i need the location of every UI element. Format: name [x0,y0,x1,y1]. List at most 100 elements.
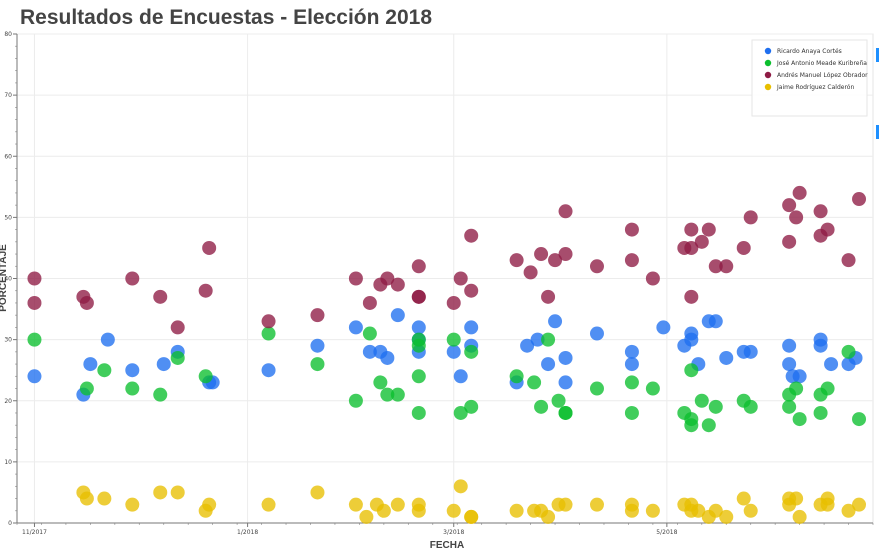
data-point [694,393,709,408]
data-point [792,185,807,200]
data-point [27,332,42,347]
data-point [464,283,479,298]
y-tick-label: 70 [4,92,12,99]
data-point [373,375,388,390]
data-point [453,479,468,494]
data-point [813,204,828,219]
data-point [390,497,405,512]
data-point [792,369,807,384]
legend-label: Ricardo Anaya Cortés [777,48,842,55]
data-point [589,381,604,396]
data-point [624,497,639,512]
data-point [624,222,639,237]
data-point [359,509,374,524]
data-point [684,222,699,237]
data-point [170,350,185,365]
data-point [261,497,276,512]
data-point [820,497,835,512]
y-tick-label: 40 [4,276,12,283]
y-tick-label: 20 [4,398,12,405]
data-point [548,314,563,329]
data-point [691,503,706,518]
data-point [100,332,115,347]
data-point [125,271,140,286]
data-point [411,259,426,274]
data-point [390,308,405,323]
data-point [684,418,699,433]
data-point [558,375,573,390]
data-point [446,295,461,310]
legend-marker [764,59,772,67]
data-point [813,405,828,420]
y-tick-label: 60 [4,153,12,160]
data-point [348,393,363,408]
data-point [852,192,867,207]
data-point [743,503,758,518]
legend-marker [764,71,772,79]
data-point [782,198,797,213]
data-point [310,338,325,353]
data-point [558,497,573,512]
data-point [645,271,660,286]
data-point [261,314,276,329]
data-point [589,326,604,341]
data-point [446,344,461,359]
data-point [170,320,185,335]
chart-title: Resultados de Encuestas - Elección 2018 [20,6,433,29]
x-tick-label: 11/2017 [22,529,47,536]
data-point [789,210,804,225]
data-point [841,503,856,518]
y-tick-label: 80 [4,31,12,38]
data-point [719,509,734,524]
data-point [684,240,699,255]
data-point [380,350,395,365]
data-point [453,271,468,286]
data-points [27,185,867,524]
data-point [509,253,524,268]
data-point [708,314,723,329]
data-point [153,289,168,304]
y-tick-label: 10 [4,459,12,466]
x-tick-label: 1/2018 [237,529,258,536]
x-axis-title: FECHA [430,540,464,551]
data-point [156,357,171,372]
data-point [719,350,734,365]
data-point [541,332,556,347]
legend-label: José Antonio Meade Kuribreña [776,60,867,67]
data-point [534,247,549,262]
scrollbar-marker-top [876,48,879,62]
data-point [624,375,639,390]
data-point [97,363,112,378]
data-point [125,363,140,378]
data-point [645,503,660,518]
data-point [446,332,461,347]
data-point [509,503,524,518]
data-point [390,277,405,292]
grid-lines [16,33,874,524]
data-point [362,344,377,359]
data-point [782,357,797,372]
data-point [509,369,524,384]
data-point [411,369,426,384]
data-point [541,289,556,304]
data-point [782,234,797,249]
data-point [310,357,325,372]
data-point [198,369,213,384]
data-point [841,344,856,359]
y-tick-label: 50 [4,214,12,221]
data-point [541,509,556,524]
data-point [684,363,699,378]
data-point [411,497,426,512]
data-point [708,399,723,414]
x-tick-label: 5/2018 [656,529,677,536]
data-point [464,344,479,359]
data-point [411,338,426,353]
data-point [27,295,42,310]
data-point [523,265,538,280]
data-point [534,399,549,414]
data-point [153,387,168,402]
x-tick-label: 3/2018 [443,529,464,536]
data-point [782,338,797,353]
data-point [558,405,573,420]
